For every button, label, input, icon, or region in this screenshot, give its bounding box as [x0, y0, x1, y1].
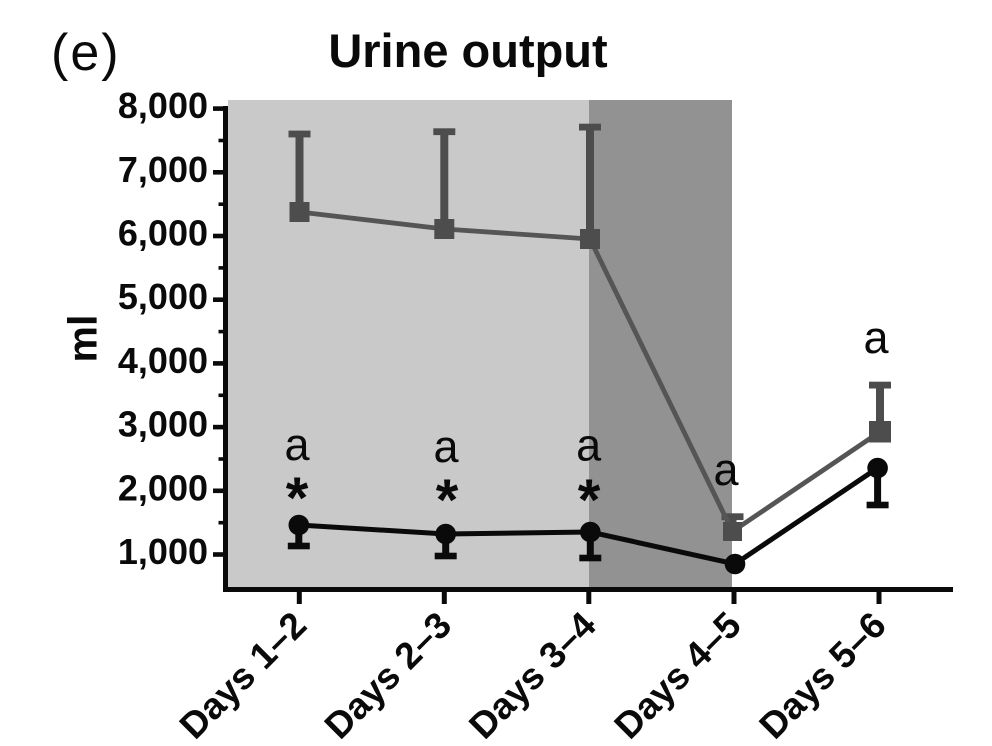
svg-text:1,000: 1,000: [118, 531, 208, 572]
svg-text:Days 3–4: Days 3–4: [461, 604, 604, 746]
svg-text:3,000: 3,000: [118, 404, 208, 445]
svg-text:*: *: [436, 468, 459, 533]
svg-text:a: a: [713, 444, 739, 495]
svg-text:a: a: [433, 421, 459, 472]
svg-text:4,000: 4,000: [118, 340, 208, 381]
svg-text:8,000: 8,000: [118, 85, 208, 126]
svg-text:5,000: 5,000: [118, 276, 208, 317]
svg-text:Days 4–5: Days 4–5: [606, 604, 748, 746]
svg-text:Days 1–2: Days 1–2: [172, 604, 314, 746]
svg-text:6,000: 6,000: [118, 213, 208, 254]
svg-text:*: *: [578, 468, 601, 533]
svg-text:ml: ml: [60, 315, 106, 363]
svg-text:a: a: [284, 419, 310, 470]
svg-text:(e): (e): [51, 24, 121, 82]
svg-text:2,000: 2,000: [118, 467, 208, 508]
svg-text:*: *: [286, 466, 309, 531]
svg-text:Urine output: Urine output: [328, 24, 608, 77]
svg-text:7,000: 7,000: [118, 149, 208, 190]
svg-text:Days 2–3: Days 2–3: [317, 604, 459, 746]
svg-text:Days 5–6: Days 5–6: [751, 604, 893, 746]
svg-text:a: a: [863, 312, 889, 363]
svg-text:a: a: [576, 420, 602, 471]
